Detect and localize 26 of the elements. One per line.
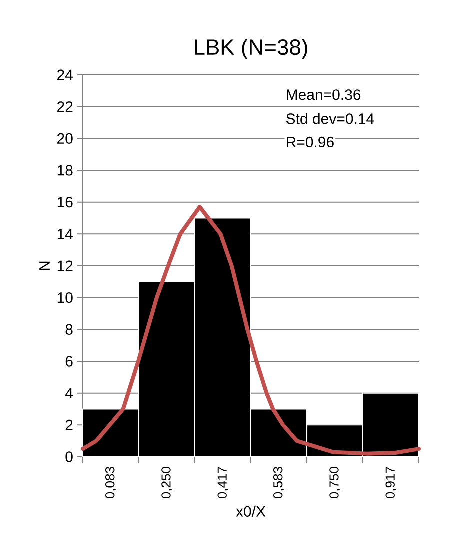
line-series — [81, 205, 422, 456]
y-tick-label: 14 — [58, 229, 74, 240]
y-tick-label: 2 — [66, 420, 73, 430]
annotation: R=0.96 — [287, 136, 334, 148]
y-tick-label: 6 — [66, 356, 73, 367]
y-tick-label: 0 — [66, 452, 73, 462]
y-tick-label: 24 — [58, 70, 74, 80]
y-tick-label: 8 — [66, 324, 73, 335]
y-tick-label: 12 — [58, 260, 73, 272]
x-tick-label: 0,750 — [330, 467, 340, 499]
x-axis-title: x0/X — [236, 506, 266, 517]
x-tick-label: 0,917 — [386, 467, 396, 499]
x-tick-label: 0,417 — [218, 467, 228, 499]
x-tick-label: 0,083 — [106, 467, 116, 499]
y-tick-label: 22 — [58, 102, 73, 112]
y-axis-title: N — [40, 262, 50, 270]
y-tick-label: 10 — [58, 292, 73, 304]
y-tick-label: 16 — [58, 197, 73, 208]
x-tick-label: 0,250 — [162, 467, 172, 499]
y-tick-label: 20 — [58, 133, 73, 144]
x-tick-label: 0,583 — [274, 467, 284, 499]
annotation: Mean=0.36 — [287, 90, 361, 100]
y-tick-label: 18 — [58, 165, 73, 176]
y-tick-label: 4 — [65, 388, 74, 398]
annotation: Std dev=0.14 — [286, 113, 374, 124]
chart-title: LBK (N=38) — [195, 38, 308, 60]
